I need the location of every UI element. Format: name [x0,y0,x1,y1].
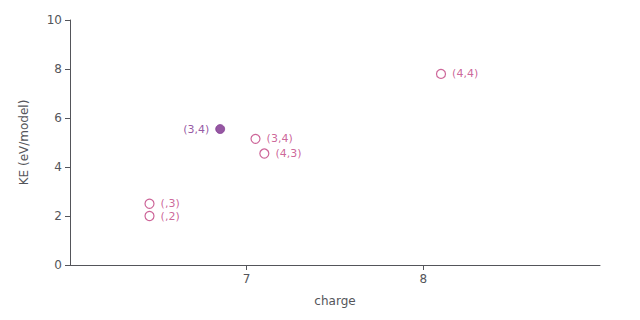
svg-text:charge: charge [314,294,355,308]
svg-text:0: 0 [54,258,62,272]
svg-text:10: 10 [47,13,62,27]
svg-text:(3,4): (3,4) [183,123,209,136]
svg-text:KE (eV/model): KE (eV/model) [17,100,31,186]
svg-text:(,3): (,3) [161,197,180,210]
svg-text:4: 4 [54,160,62,174]
svg-text:(3,4): (3,4) [267,132,293,145]
svg-text:(4,3): (4,3) [275,147,301,160]
svg-text:6: 6 [54,111,62,125]
svg-text:8: 8 [420,272,428,286]
svg-text:7: 7 [243,272,251,286]
svg-text:(4,4): (4,4) [452,67,478,80]
svg-text:2: 2 [54,209,62,223]
svg-text:8: 8 [54,62,62,76]
svg-text:(,2): (,2) [161,210,180,223]
